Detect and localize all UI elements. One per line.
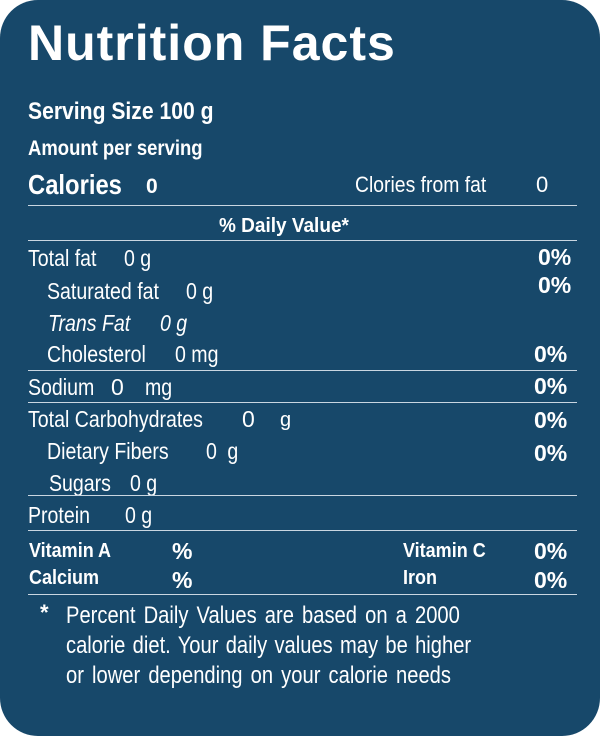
calcium-label: Calcium — [29, 567, 100, 589]
dietary-fibers-value: 0 g — [206, 438, 239, 464]
saturated-fat-label: Saturated fat — [47, 278, 159, 304]
footnote-line-3: or lower depending on your calorie needs — [66, 662, 451, 689]
total-carbohydrates-label: Total Carbohydrates — [28, 406, 203, 432]
sugars-value: 0 g — [130, 470, 158, 496]
calories-value: 0 — [146, 175, 158, 198]
calcium-pct: % — [172, 567, 193, 593]
daily-value-header: % Daily Value* — [219, 215, 349, 237]
total-fat-pct: 0% — [538, 244, 572, 270]
saturated-fat-pct: 0% — [538, 272, 572, 298]
sugars-label: Sugars — [49, 470, 111, 496]
footnote-star: * — [40, 600, 49, 625]
cholesterol-label: Cholesterol — [47, 341, 146, 367]
calories-from-fat-value: 0 — [536, 172, 549, 197]
sodium-unit: mg — [145, 374, 173, 400]
calories-label: Calories — [28, 169, 122, 200]
divider — [28, 402, 577, 403]
calories-from-fat-label: Clories from fat — [355, 172, 487, 197]
cholesterol-pct: 0% — [534, 341, 568, 367]
protein-label: Protein — [28, 502, 90, 528]
vitamin-c-pct: 0% — [534, 538, 568, 564]
footnote-line-2: calorie diet. Your daily values may be h… — [66, 632, 472, 659]
divider — [28, 530, 577, 531]
iron-label: Iron — [403, 567, 438, 589]
iron-pct: 0% — [534, 567, 568, 593]
label-title: Nutrition Facts — [28, 15, 396, 71]
total-carbohydrates-pct: 0% — [534, 407, 568, 433]
total-fat-value: 0 g — [124, 245, 152, 271]
total-carbohydrates-value: 0 — [242, 406, 255, 432]
vitamin-c-label: Vitamin C — [403, 540, 486, 562]
vitamin-a-label: Vitamin A — [29, 540, 112, 562]
divider — [28, 205, 577, 206]
total-fat-label: Total fat — [28, 245, 97, 271]
amount-per-serving: Amount per serving — [28, 137, 203, 160]
dietary-fibers-label: Dietary Fibers — [47, 438, 169, 464]
divider — [28, 370, 577, 371]
total-carbohydrates-unit: g — [280, 409, 292, 431]
saturated-fat-value: 0 g — [186, 278, 214, 304]
sodium-label: Sodium — [28, 374, 95, 400]
cholesterol-value: 0 mg — [175, 341, 219, 367]
divider — [28, 495, 577, 496]
vitamin-a-pct: % — [172, 538, 193, 564]
sodium-value: 0 — [111, 374, 124, 400]
dietary-fibers-pct: 0% — [534, 440, 568, 466]
sodium-pct: 0% — [534, 373, 568, 399]
trans-fat-label: Trans Fat — [48, 310, 131, 336]
protein-value: 0 g — [125, 502, 153, 528]
divider — [28, 240, 577, 241]
footnote-line-1: Percent Daily Values are based on a 2000 — [66, 602, 460, 629]
divider — [28, 594, 577, 595]
serving-size: Serving Size 100 g — [28, 98, 214, 125]
trans-fat-value: 0 g — [160, 310, 188, 336]
